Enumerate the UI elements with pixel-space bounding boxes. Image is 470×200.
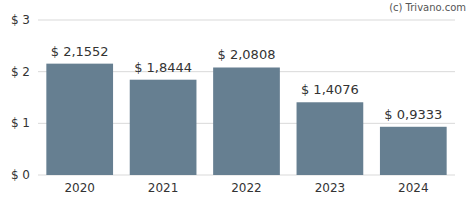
bar [380, 127, 447, 175]
chart: $ 0 $ 1 $ 2 $ 3 $ 2,1552 2020 $ 1,8444 2021 $ 2,… [0, 0, 470, 200]
data-label: $ 2,0808 [218, 47, 276, 62]
bar [46, 64, 113, 175]
data-label: $ 1,4076 [301, 82, 359, 97]
bar [297, 102, 364, 175]
data-label: $ 2,1552 [51, 44, 109, 59]
x-tick-label: 2023 [315, 181, 346, 195]
x-tick-label: 2022 [231, 181, 262, 195]
y-tick-label: $ 3 [11, 13, 30, 27]
y-tick-label: $ 2 [11, 65, 30, 79]
x-tick-label: 2020 [64, 181, 95, 195]
x-tick-label: 2024 [398, 181, 429, 195]
bar [213, 67, 280, 175]
bars [46, 64, 446, 175]
watermark: (c) Trivano.com [389, 2, 466, 13]
bar [130, 80, 197, 175]
x-tick-label: 2021 [148, 181, 179, 195]
grid-line [38, 20, 455, 21]
y-tick-label: $ 1 [11, 116, 30, 130]
data-label: $ 0,9333 [384, 107, 442, 122]
data-label: $ 1,8444 [134, 60, 192, 75]
y-tick-label: $ 0 [11, 168, 30, 182]
